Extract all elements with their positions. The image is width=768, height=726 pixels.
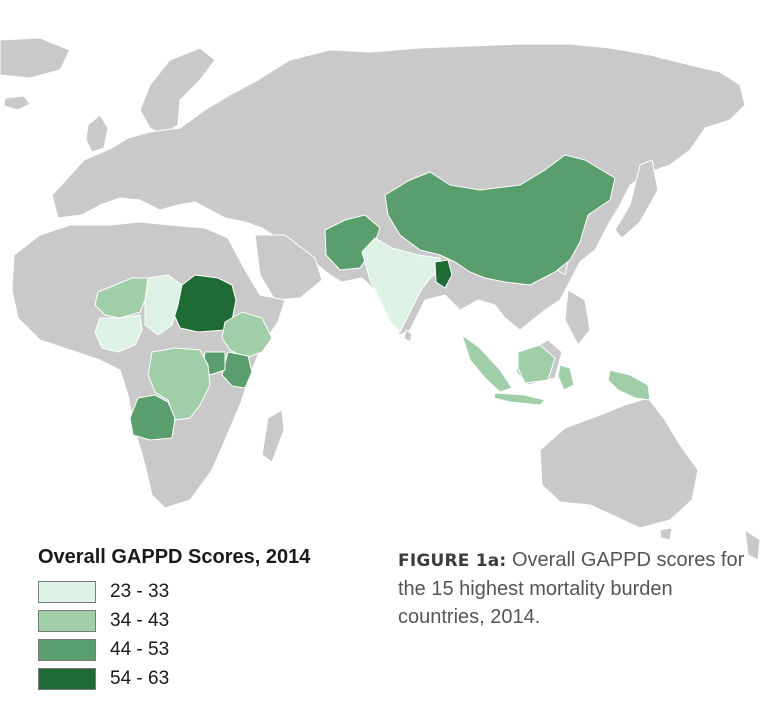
- caption-text: Overall GAPPD scores for the 15 highest …: [398, 549, 745, 628]
- niger-region: [94, 277, 149, 319]
- legend-label: 34 - 43: [110, 609, 170, 631]
- sri-lanka-land: [403, 329, 413, 343]
- legend-swatch: [38, 609, 96, 632]
- china-region: [384, 154, 616, 286]
- legend-swatch: [38, 638, 96, 661]
- dr-congo-region: [147, 347, 211, 421]
- chad-region: [144, 274, 183, 336]
- choropleth-countries: [94, 154, 651, 441]
- japan-land: [614, 159, 659, 239]
- australia-land: [539, 397, 699, 529]
- legend-item: 44 - 53: [38, 635, 378, 664]
- legend-item: 54 - 63: [38, 664, 378, 693]
- figure-caption: FIGURE 1a: Overall GAPPD scores for the …: [398, 546, 758, 631]
- bangladesh-region: [434, 259, 453, 289]
- angola-region: [129, 394, 176, 441]
- nigeria-region: [94, 314, 143, 353]
- india-region: [361, 237, 443, 333]
- kenya-region: [221, 351, 253, 389]
- greenland-land: [0, 37, 71, 79]
- legend-label: 44 - 53: [110, 638, 170, 660]
- new-zealand-land: [744, 529, 761, 561]
- legend-swatch: [38, 667, 96, 690]
- britain-land: [85, 114, 109, 153]
- legend-item: 23 - 33: [38, 577, 378, 606]
- ethiopia-region: [221, 311, 273, 359]
- legend-item: 34 - 43: [38, 606, 378, 635]
- map-legend: Overall GAPPD Scores, 2014 23 - 33 34 - …: [38, 546, 378, 693]
- papua-region: [607, 369, 651, 401]
- caption-label: FIGURE 1a:: [398, 551, 507, 571]
- arabia-land: [254, 234, 323, 301]
- indonesia-region: [461, 334, 575, 406]
- legend-label: 54 - 63: [110, 667, 170, 689]
- iceland-land: [3, 95, 31, 111]
- madagascar-land: [261, 409, 285, 463]
- legend-swatch: [38, 580, 96, 603]
- legend-title: Overall GAPPD Scores, 2014: [38, 546, 311, 568]
- tasmania-land: [659, 527, 673, 541]
- legend-label: 23 - 33: [110, 580, 170, 602]
- philippines-land: [564, 289, 591, 346]
